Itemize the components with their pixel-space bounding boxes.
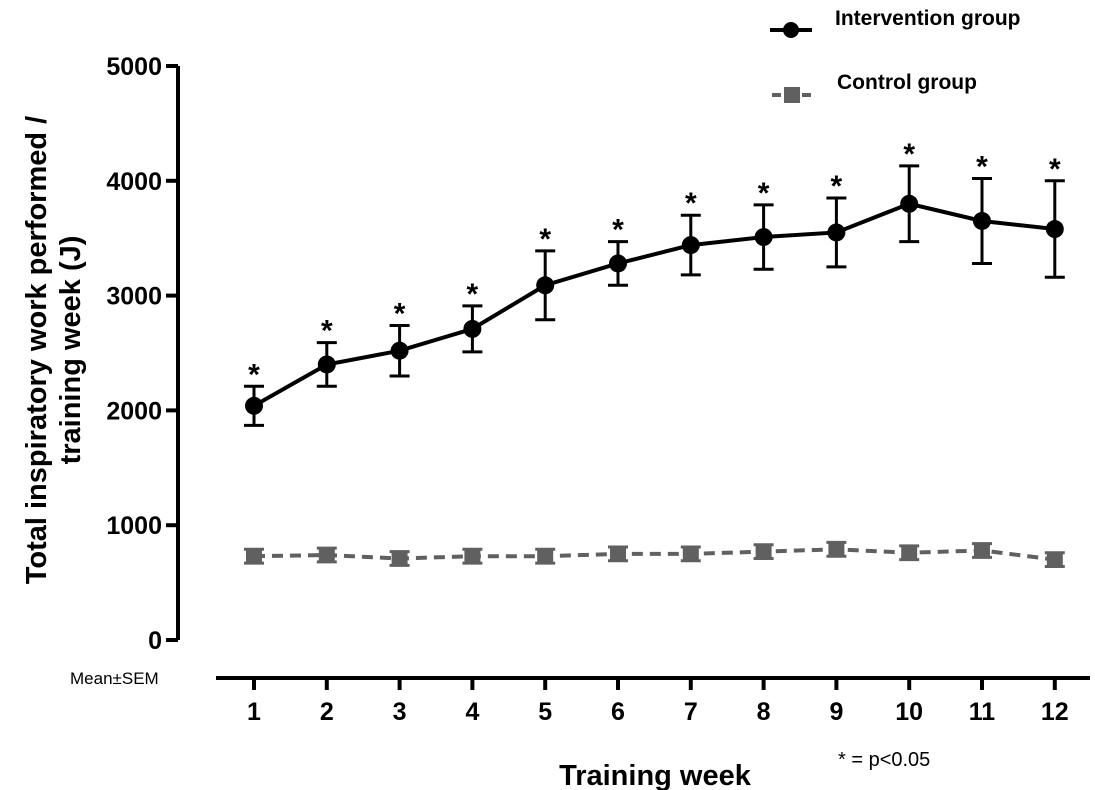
y-axis-title-line1: Total inspiratory work performed / [21, 116, 53, 584]
significance-star: * [1049, 153, 1061, 186]
y-tick-label: 3000 [106, 283, 162, 311]
significance-star: * [831, 170, 843, 203]
significance-star: * [539, 223, 551, 256]
significance-star: * [903, 138, 915, 171]
significance-annotation: * = p<0.05 [838, 749, 930, 771]
significance-star: * [685, 187, 697, 220]
data-point [318, 547, 335, 564]
series-line [253, 547, 1056, 562]
legend-control-marker [784, 87, 800, 103]
x-tick-label: 12 [1041, 698, 1069, 726]
x-axis-title: Training week [559, 760, 752, 790]
significance-star: * [321, 315, 333, 348]
y-axis-title-line2: training week (J) [55, 236, 87, 465]
data-point [390, 341, 409, 360]
x-tick-label: 10 [895, 698, 923, 726]
data-point [610, 545, 626, 562]
data-point [245, 396, 263, 415]
data-point [1046, 551, 1063, 568]
x-tick-label: 3 [393, 698, 407, 726]
legend-intervention-label: Intervention group [835, 7, 1021, 30]
x-tick-label: 5 [538, 698, 552, 726]
y-tick-label: 5000 [106, 53, 162, 81]
data-point [828, 541, 845, 558]
y-tick-label: 0 [148, 627, 162, 655]
x-tick-label: 8 [757, 698, 771, 726]
x-tick-label: 11 [969, 698, 996, 726]
data-point [463, 319, 482, 338]
data-point [537, 548, 554, 565]
series-line [253, 201, 1056, 408]
x-tick-label: 4 [465, 698, 479, 726]
legend: Intervention group Control group [770, 7, 1021, 103]
data-point [682, 545, 699, 562]
data-point [681, 236, 700, 255]
data-point [755, 543, 772, 560]
series-intervention [244, 164, 1065, 427]
y-tick-label: 2000 [106, 397, 162, 425]
legend-intervention-marker [783, 22, 799, 38]
data-point [609, 254, 627, 273]
significance-star: * [394, 297, 406, 330]
significance-star: * [467, 278, 479, 311]
x-tick-label: 9 [829, 698, 843, 726]
y-tick-label: 4000 [106, 168, 162, 196]
data-point [536, 276, 555, 295]
data-point [464, 548, 481, 565]
data-point [1045, 220, 1064, 239]
significance-star: * [612, 214, 624, 247]
data-point [317, 355, 336, 374]
significance-star: * [758, 177, 770, 210]
data-point [900, 194, 919, 213]
data-point [827, 223, 846, 242]
x-tick-label: 7 [684, 698, 698, 726]
legend-control-label: Control group [837, 71, 977, 94]
x-tick-label: 1 [247, 698, 261, 726]
data-point [246, 548, 262, 565]
data-point [391, 550, 408, 567]
data-point [901, 544, 918, 561]
y-tick-label: 1000 [106, 512, 162, 540]
stat-note: Mean±SEM [70, 669, 159, 688]
series-control [244, 540, 1065, 569]
x-tick-label: 2 [320, 698, 334, 726]
data-point [973, 211, 991, 230]
data-point [974, 542, 990, 559]
x-tick-label: 6 [611, 698, 625, 726]
significance-star: * [976, 151, 988, 184]
data-point [754, 228, 773, 247]
significance-star: * [248, 358, 260, 391]
